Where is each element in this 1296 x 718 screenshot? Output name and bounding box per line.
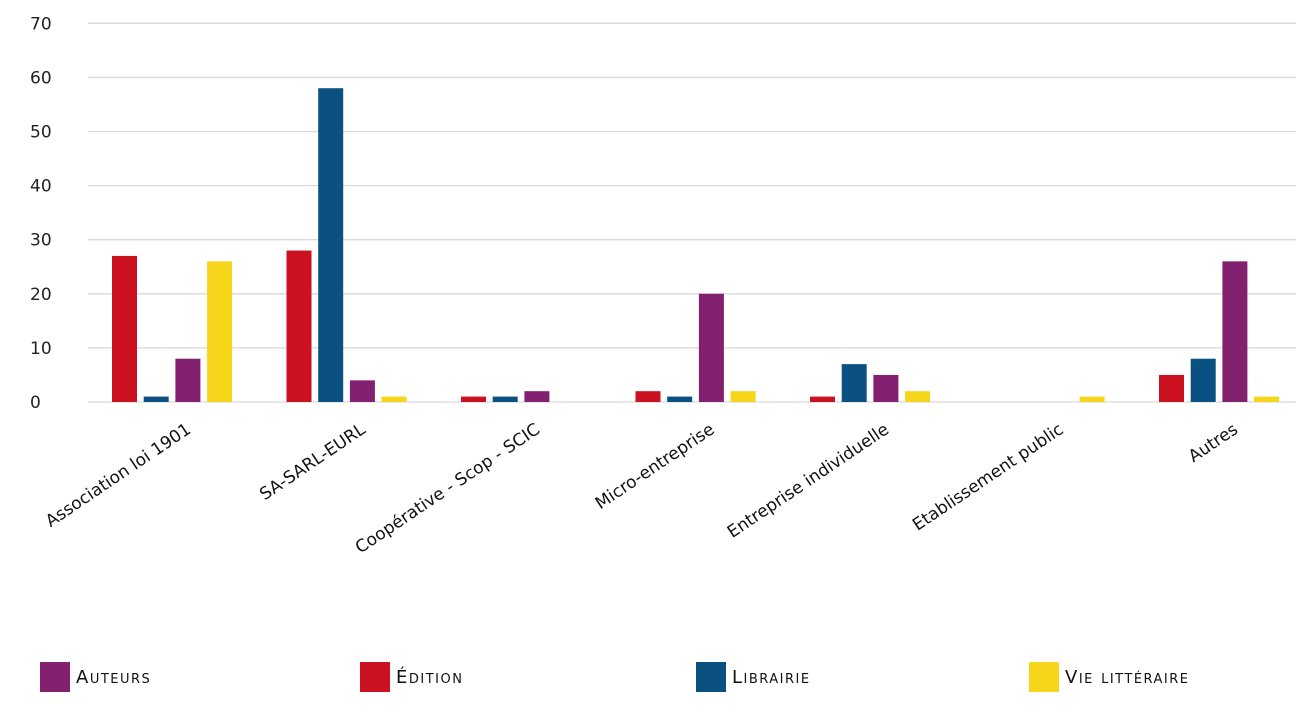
- y-tick-label-0: 0: [30, 393, 41, 413]
- legend-label-edition: Édition: [396, 666, 464, 688]
- x-category-label-entreprise-individuelle: Entreprise individuelle: [724, 420, 893, 543]
- bar-librairie-sa-sarl-eurl: [318, 88, 344, 402]
- legend-label-librairie: Librairie: [732, 666, 811, 688]
- grid-lines: [88, 22, 1296, 403]
- bar-edition-sa-sarl-eurl: [286, 250, 312, 402]
- bar-librairie-micro-entreprise: [667, 396, 693, 402]
- bar-auteurs-autres: [1222, 261, 1248, 402]
- bar-auteurs-micro-entreprise: [698, 293, 724, 402]
- y-tick-label-50: 50: [30, 123, 52, 143]
- y-tick-label-40: 40: [30, 177, 52, 197]
- legend-label-vie-litteraire: Vie littéraire: [1065, 666, 1190, 688]
- bar-edition-association-loi-1901: [112, 255, 137, 402]
- x-axis-labels: Association loi 1901 SA-SARL-EURLCoopérat…: [42, 419, 1242, 558]
- legend-label-auteurs: Auteurs: [76, 666, 152, 688]
- x-category-label-etablissement-public: Etablissement public: [909, 420, 1067, 536]
- bar-auteurs-sa-sarl-eurl: [349, 380, 375, 402]
- bar-vie-litteraire-sa-sarl-eurl: [381, 396, 407, 402]
- bar-vie-litteraire-micro-entreprise: [730, 391, 756, 402]
- bar-auteurs-entreprise-individuelle: [873, 374, 899, 402]
- bar-librairie-entreprise-individuelle: [841, 364, 867, 402]
- bar-vie-litteraire-entreprise-individuelle: [905, 391, 931, 402]
- x-category-label-sa-sarl-eurl: SA-SARL-EURL: [256, 419, 369, 505]
- bar-vie-litteraire-association-loi-1901: [207, 261, 233, 402]
- y-axis-ticks: 0 10 20 30 40 50 60 70: [30, 14, 52, 413]
- legend-swatch-auteurs: [40, 662, 70, 692]
- bar-edition-cooperative-scop-scic: [461, 396, 486, 402]
- legend-item-vie-litteraire: Vie littéraire: [1029, 657, 1190, 697]
- bar-librairie-autres: [1190, 358, 1216, 402]
- y-tick-label-30: 30: [30, 231, 52, 251]
- bar-auteurs-cooperative-scop-scic: [524, 391, 550, 402]
- x-category-label-cooperative-scop-scic: Coopérative - Scop - SCIC: [352, 420, 544, 558]
- bar-edition-autres: [1159, 374, 1184, 402]
- y-tick-label-20: 20: [30, 285, 52, 305]
- bars: [112, 88, 1280, 402]
- legend-swatch-edition: [360, 662, 390, 692]
- bar-auteurs-association-loi-1901: [175, 358, 201, 402]
- bar-edition-micro-entreprise: [635, 391, 661, 402]
- x-category-label-association-loi-1901: Association loi 1901: [42, 420, 195, 532]
- legend-swatch-vie-litteraire: [1029, 662, 1059, 692]
- y-tick-label-10: 10: [30, 339, 52, 359]
- y-tick-label-60: 60: [30, 68, 52, 88]
- x-category-label-autres: Autres: [1185, 419, 1242, 466]
- y-tick-label-70: 70: [30, 14, 52, 34]
- x-category-label-micro-entreprise: Micro-entreprise: [592, 420, 718, 514]
- bar-edition-entreprise-individuelle: [810, 396, 835, 402]
- legend-item-edition: Édition: [360, 657, 463, 697]
- legend: Auteurs Édition Librairie Vie littéraire: [0, 657, 1296, 697]
- bar-vie-litteraire-autres: [1254, 396, 1280, 402]
- legend-item-librairie: Librairie: [696, 657, 811, 697]
- bar-librairie-cooperative-scop-scic: [492, 396, 518, 402]
- bar-vie-litteraire-etablissement-public: [1079, 396, 1105, 402]
- bar-librairie-association-loi-1901: [143, 396, 169, 402]
- legend-swatch-librairie: [696, 662, 726, 692]
- legend-item-auteurs: Auteurs: [40, 657, 151, 697]
